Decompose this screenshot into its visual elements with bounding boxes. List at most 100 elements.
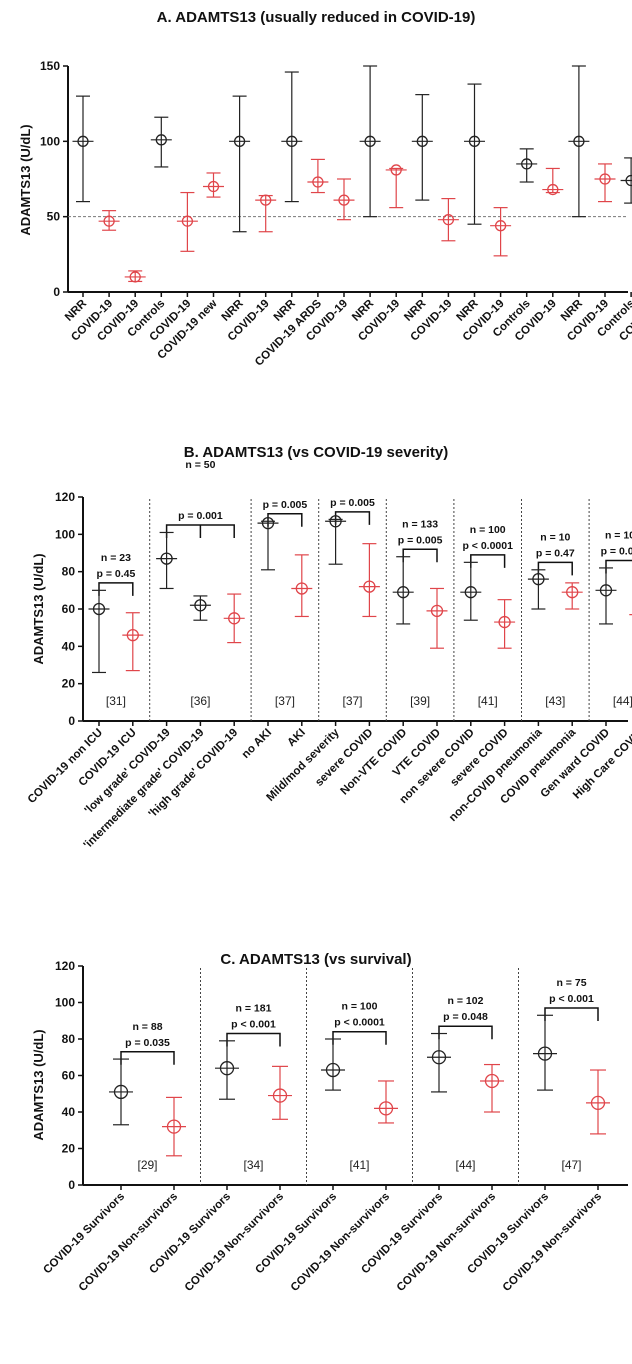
- data-point: [442, 214, 455, 226]
- reference-label: [36]: [190, 694, 210, 708]
- data-point: [599, 584, 613, 597]
- data-point: [113, 1084, 129, 1100]
- p-value-label: p = 0.45: [96, 568, 135, 580]
- panel-b-y-axis-label: ADAMTS13 (U/dL): [31, 553, 46, 664]
- x-tick-label: no AKI: [240, 727, 274, 761]
- data-point: [599, 173, 611, 185]
- significance-bracket: [470, 554, 506, 568]
- data-point: [272, 1088, 288, 1103]
- reference-label: [34]: [243, 1158, 263, 1172]
- data-point: [532, 572, 545, 586]
- data-point: [363, 580, 376, 593]
- panel-c-title: C. ADAMTS13 (vs survival): [220, 951, 411, 968]
- data-point: [261, 516, 275, 530]
- p-value-label: p = 0.005: [330, 497, 375, 509]
- panel-b-title: B. ADAMTS13 (vs COVID-19 severity): [184, 444, 449, 461]
- significance-bracket: [334, 511, 371, 525]
- panel-c-y-axis-label: ADAMTS13 (U/dL): [31, 1029, 46, 1140]
- y-tick-label: 60: [62, 1069, 76, 1083]
- data-point: [537, 1046, 553, 1061]
- significance-bracket: [120, 1051, 175, 1065]
- y-tick-label: 100: [55, 527, 75, 541]
- data-point: [416, 135, 428, 147]
- data-point: [521, 158, 533, 170]
- data-point: [103, 215, 115, 227]
- x-tick-label: COVID-19 Non-survivors: [501, 1191, 604, 1294]
- y-tick-label: 100: [40, 134, 60, 148]
- data-point: [207, 180, 220, 193]
- y-tick-label: 100: [55, 996, 75, 1010]
- significance-bracket: [98, 582, 134, 596]
- data-point: [378, 1101, 394, 1116]
- p-value-label: p = 0.005: [398, 534, 443, 546]
- data-point: [329, 515, 342, 528]
- y-tick-label: 0: [68, 714, 75, 728]
- x-tick-label: AKI: [285, 727, 307, 749]
- p-value-label: p = 0.005: [263, 499, 308, 511]
- data-point: [219, 1061, 235, 1076]
- p-value-label: p = 0.035: [125, 1037, 170, 1049]
- p-value-label: p < 0.001: [231, 1019, 276, 1031]
- n-label: n = 88: [132, 1021, 162, 1033]
- data-point: [464, 586, 477, 599]
- y-tick-label: 150: [40, 59, 60, 73]
- n-label: n = 133: [402, 518, 438, 530]
- x-tick-label: COVID-19 Non-survivors: [289, 1191, 392, 1294]
- data-point: [494, 220, 507, 232]
- data-point: [126, 628, 139, 642]
- n-label: n = 75: [556, 977, 586, 989]
- data-point: [590, 1095, 606, 1111]
- y-tick-label: 50: [47, 210, 61, 224]
- p-value-label: p < 0.0001: [462, 540, 513, 552]
- data-point: [295, 582, 308, 595]
- reference-label: [44]: [455, 1158, 475, 1172]
- data-point: [573, 135, 585, 147]
- significance-bracket: [332, 1030, 387, 1045]
- data-point: [155, 134, 167, 146]
- data-point: [566, 586, 579, 599]
- significance-bracket: [226, 1032, 281, 1047]
- panel-b: B. ADAMTS13 (vs COVID-19 severity) ADAMT…: [26, 444, 632, 852]
- n-label: n = 23: [101, 552, 131, 564]
- reference-label: [43]: [545, 694, 565, 708]
- reference-label: [31]: [106, 694, 126, 708]
- data-point: [364, 135, 376, 147]
- y-tick-label: 40: [62, 639, 76, 653]
- panel-a-title: A. ADAMTS13 (usually reduced in COVID-19…: [157, 9, 476, 26]
- x-tick-label: COVID-19 Non-survivors: [77, 1191, 180, 1294]
- y-tick-label: 80: [62, 1032, 76, 1046]
- x-tick-label: COVID-19 Non-survivors: [395, 1191, 498, 1294]
- y-tick-label: 20: [62, 677, 76, 691]
- p-value-label: p = 0.47: [536, 547, 575, 559]
- p-value-label: p = 0.001: [178, 510, 223, 522]
- n-label: n = 102: [605, 529, 632, 541]
- data-point: [431, 1050, 447, 1065]
- data-point: [181, 215, 194, 227]
- data-point: [194, 599, 207, 612]
- data-point: [325, 1062, 341, 1078]
- data-point: [233, 135, 246, 147]
- reference-label: [47]: [561, 1158, 581, 1172]
- significance-bracket: [165, 524, 235, 538]
- p-value-label: p = 0.048: [443, 1011, 488, 1023]
- reference-label: [41]: [349, 1158, 369, 1172]
- significance-bracket: [402, 548, 438, 563]
- data-point: [166, 1119, 182, 1134]
- n-label: n = 100: [342, 1001, 378, 1013]
- n-label: n = 10: [540, 531, 570, 543]
- data-point: [468, 135, 481, 147]
- n-label: n = 181: [236, 1003, 272, 1015]
- data-point: [228, 612, 241, 625]
- y-tick-label: 80: [62, 565, 76, 579]
- reference-label: [29]: [137, 1158, 157, 1172]
- y-tick-label: 20: [62, 1142, 76, 1156]
- significance-bracket: [537, 561, 573, 576]
- significance-bracket: [544, 1007, 599, 1021]
- data-point: [286, 135, 298, 147]
- reference-label: [39]: [410, 694, 430, 708]
- significance-bracket: [605, 559, 632, 574]
- data-point: [260, 194, 272, 206]
- panel-c: C. ADAMTS13 (vs survival) ADAMTS13 (U/dL…: [31, 951, 628, 1294]
- x-tick-label: COVID-19 Non-survivors: [183, 1191, 286, 1294]
